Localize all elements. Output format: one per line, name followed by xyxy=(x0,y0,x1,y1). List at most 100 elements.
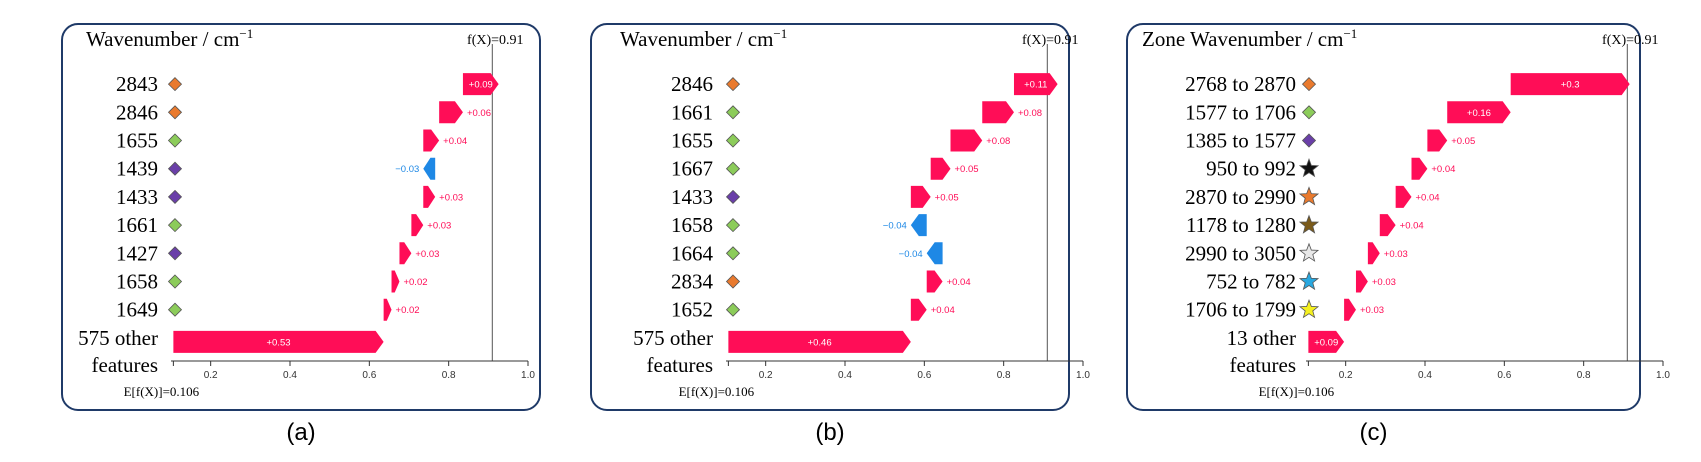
x-tick-label: 0.6 xyxy=(362,370,376,381)
diamond-marker-icon xyxy=(725,246,741,261)
feature-column-title: Wavenumber / cm−1 xyxy=(620,26,787,51)
feature-label: 950 to 992 xyxy=(1206,157,1296,181)
diamond-marker-icon xyxy=(725,302,741,317)
positive-contribution-bar xyxy=(439,101,463,124)
fx-label: f(X)=0.91 xyxy=(1602,33,1659,48)
diamond-marker-icon xyxy=(167,77,183,92)
panel-frame xyxy=(61,23,541,411)
title-text: Wavenumber / cm xyxy=(86,27,239,51)
positive-contribution-bar xyxy=(1510,73,1630,96)
feature-label: 1706 to 1799 xyxy=(1185,298,1296,322)
feature-label: 2846 xyxy=(116,100,158,124)
contribution-value-label: +0.02 xyxy=(396,305,420,316)
panel-caption: (a) xyxy=(286,419,315,446)
contribution-value-label: +0.03 xyxy=(1372,277,1396,288)
contribution-value-label: +0.04 xyxy=(1416,192,1440,203)
expected-value-label: E[f(X)]=0.106 xyxy=(124,384,200,399)
negative-contribution-bar xyxy=(423,157,436,180)
contribution-value-label: +0.04 xyxy=(1400,221,1424,232)
x-tick-label: 1.0 xyxy=(521,370,535,381)
diamond-marker-icon xyxy=(167,218,183,233)
contribution-value-label: +0.09 xyxy=(1314,337,1338,348)
feature-label: 1427 xyxy=(116,241,158,265)
diamond-marker-icon xyxy=(725,189,741,204)
x-tick-label: 0.8 xyxy=(997,370,1011,381)
x-tick-label: 0.8 xyxy=(442,370,456,381)
waterfall-panel-a: Wavenumber / cm−1 f(X)=0.91 2843 +0.09 2846 +… xyxy=(61,23,541,446)
feature-column-title: Zone Wavenumber / cm−1 xyxy=(1142,26,1357,51)
feature-column-title: Wavenumber / cm−1 xyxy=(86,26,253,51)
positive-contribution-bar xyxy=(411,214,424,237)
feature-label: 1658 xyxy=(671,213,713,237)
diamond-marker-icon xyxy=(1301,133,1317,148)
positive-contribution-bar xyxy=(1355,270,1368,293)
title-text: Zone Wavenumber / cm xyxy=(1142,27,1343,51)
expected-value-label: E[f(X)]=0.106 xyxy=(679,384,755,399)
diamond-marker-icon xyxy=(1301,77,1317,92)
x-tick-label: 0.6 xyxy=(917,370,931,381)
diamond-marker-icon xyxy=(725,105,741,120)
feature-label: 2843 xyxy=(116,72,158,96)
contribution-value-label: +0.04 xyxy=(1431,164,1455,175)
contribution-value-label: +0.04 xyxy=(931,305,955,316)
contribution-value-label: +0.08 xyxy=(986,136,1010,147)
feature-label: 1667 xyxy=(671,157,713,181)
contribution-value-label: +0.08 xyxy=(1018,108,1042,119)
positive-contribution-bar xyxy=(1411,157,1428,180)
feature-label: 1661 xyxy=(116,213,158,237)
x-tick-label: 0.6 xyxy=(1497,370,1511,381)
feature-label: 1664 xyxy=(671,241,714,265)
feature-label: 1178 to 1280 xyxy=(1186,213,1296,237)
feature-label: 1577 to 1706 xyxy=(1185,100,1296,124)
contribution-value-label: +0.03 xyxy=(415,249,439,260)
star-marker-icon xyxy=(1298,270,1320,291)
contribution-value-label: +0.09 xyxy=(469,80,493,91)
x-tick-label: 0.8 xyxy=(1577,370,1591,381)
feature-label: 2990 to 3050 xyxy=(1185,241,1296,265)
feature-label: 2846 xyxy=(671,72,713,96)
diamond-marker-icon xyxy=(725,161,741,176)
title-superscript: −1 xyxy=(239,26,253,41)
contribution-value-label: −0.04 xyxy=(899,249,923,260)
positive-contribution-bar xyxy=(383,298,392,321)
title-superscript: −1 xyxy=(773,26,787,41)
positive-contribution-bar xyxy=(930,157,951,180)
feature-label: 1652 xyxy=(671,298,713,322)
feature-label: 13 other xyxy=(1227,326,1296,350)
star-marker-icon xyxy=(1298,214,1320,234)
feature-label: 1655 xyxy=(116,129,158,153)
feature-label: 1655 xyxy=(671,129,713,153)
feature-label-line2: features xyxy=(92,353,158,377)
feature-label: 575 other xyxy=(78,326,158,350)
diamond-marker-icon xyxy=(725,274,741,289)
feature-label: 1649 xyxy=(116,298,158,322)
diamond-marker-icon xyxy=(725,218,741,233)
positive-contribution-bar xyxy=(1395,185,1412,208)
contribution-value-label: +0.16 xyxy=(1467,108,1491,119)
feature-label: 1658 xyxy=(116,270,158,294)
fx-label: f(X)=0.91 xyxy=(1022,33,1079,48)
contribution-value-label: +0.04 xyxy=(443,136,467,147)
feature-label: 1385 to 1577 xyxy=(1185,129,1296,153)
feature-label: 1661 xyxy=(671,100,713,124)
contribution-value-label: +0.05 xyxy=(1451,136,1475,147)
feature-label: 2870 to 2990 xyxy=(1185,185,1296,209)
x-tick-label: 0.2 xyxy=(1339,370,1353,381)
positive-contribution-bar xyxy=(1367,242,1380,265)
diamond-marker-icon xyxy=(167,189,183,204)
positive-contribution-bar xyxy=(982,101,1014,124)
positive-contribution-bar xyxy=(399,242,412,265)
panel-caption: (b) xyxy=(815,419,844,446)
contribution-value-label: +0.05 xyxy=(955,164,979,175)
star-marker-icon xyxy=(1298,299,1320,319)
panel-caption: (c) xyxy=(1360,419,1388,446)
diamond-marker-icon xyxy=(167,274,183,289)
contribution-value-label: +0.03 xyxy=(1384,249,1408,260)
contribution-value-label: +0.04 xyxy=(947,277,971,288)
x-tick-label: 0.2 xyxy=(204,370,218,381)
diamond-marker-icon xyxy=(167,302,183,317)
feature-label: 2768 to 2870 xyxy=(1185,72,1296,96)
fx-label: f(X)=0.91 xyxy=(467,33,524,48)
positive-contribution-bar xyxy=(1379,214,1396,237)
